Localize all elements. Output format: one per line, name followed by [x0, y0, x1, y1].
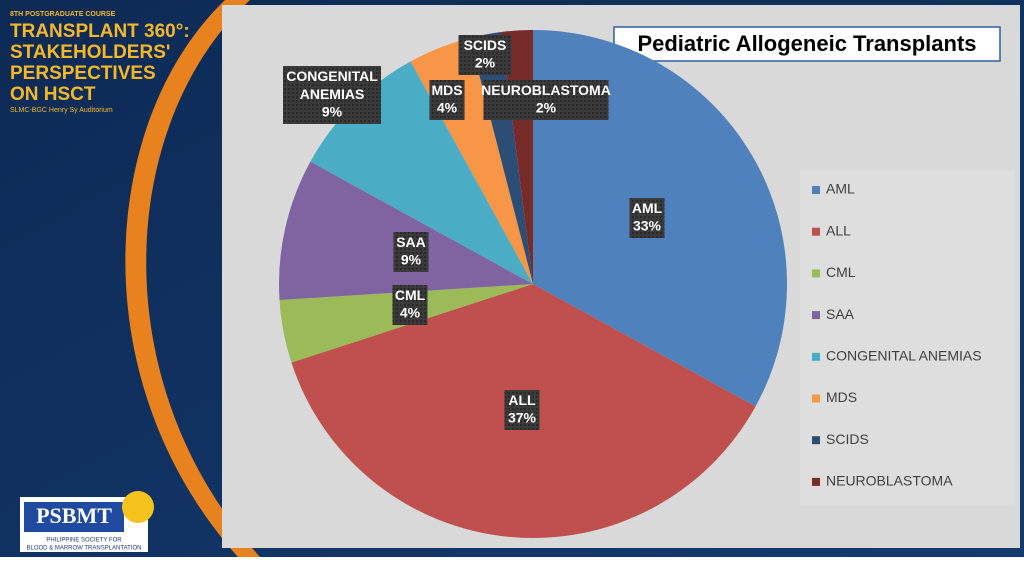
heading: STAKEHOLDERS'	[10, 42, 170, 63]
legend-label: ALL	[826, 222, 851, 238]
legend-label: AML	[826, 181, 855, 197]
data-label: NEUROBLASTOMA	[481, 82, 611, 98]
data-label: SAA	[396, 234, 426, 250]
pie-slice	[279, 161, 533, 300]
chart-title: Pediatric Allogeneic Transplants	[637, 31, 976, 56]
data-label-value: 2%	[475, 55, 496, 71]
legend-swatch	[812, 436, 820, 445]
data-label-value: 9%	[322, 104, 343, 120]
heading: PERSPECTIVES	[10, 63, 156, 84]
data-label-value: 33%	[633, 218, 662, 234]
logo-text: BLOOD & MARROW TRANSPLANTATION	[26, 546, 141, 552]
label-box	[283, 66, 381, 124]
swoosh	[125, 0, 260, 557]
data-label: CML	[395, 287, 426, 303]
logo-name: PSBMT	[36, 503, 112, 528]
data-label: SCIDS	[464, 37, 507, 53]
legend-swatch	[812, 269, 820, 278]
legend-swatch	[812, 186, 820, 194]
data-label: CONGENITAL ANEMIAS	[286, 68, 378, 102]
title-box	[613, 26, 1001, 62]
venue: SLMC-BGC Henry Sy Auditorium	[10, 107, 113, 114]
logo-bar	[24, 502, 124, 532]
legend-label: CML	[826, 264, 856, 280]
legend-swatch	[812, 477, 820, 486]
legend-label: SAA	[826, 306, 855, 322]
label-box	[393, 232, 429, 272]
data-label: AML	[632, 200, 663, 216]
legend-swatch	[812, 311, 820, 320]
legend-swatch	[812, 352, 820, 361]
legend-box	[800, 170, 1015, 505]
logo-text: PHILIPPINE SOCIETY FOR	[46, 538, 122, 544]
data-label-value: 9%	[401, 252, 422, 268]
logo-sun	[122, 491, 154, 523]
legend-label: NEUROBLASTOMA	[826, 473, 953, 489]
data-label: ALL	[508, 392, 536, 408]
legend-swatch	[812, 394, 820, 403]
heading: ON HSCT	[10, 84, 96, 105]
label-box	[483, 80, 609, 120]
heading: TRANSPLANT 360°:	[10, 21, 190, 42]
data-label-value: 4%	[400, 305, 421, 321]
data-label-value: 4%	[437, 100, 458, 116]
legend-swatch	[812, 227, 820, 236]
label-box	[429, 80, 465, 120]
label-box	[458, 35, 512, 75]
label-box	[392, 285, 428, 325]
label-box	[504, 390, 540, 430]
legend-label: MDS	[826, 389, 857, 405]
legend-label: SCIDS	[826, 431, 869, 447]
legend-label: CONGENITAL ANEMIAS	[826, 348, 982, 364]
course: 8TH POSTGRADUATE COURSE	[10, 11, 116, 18]
data-label: MDS	[431, 82, 462, 98]
label-box	[629, 198, 665, 238]
data-label-value: 2%	[536, 100, 557, 116]
data-label-value: 37%	[508, 410, 537, 426]
